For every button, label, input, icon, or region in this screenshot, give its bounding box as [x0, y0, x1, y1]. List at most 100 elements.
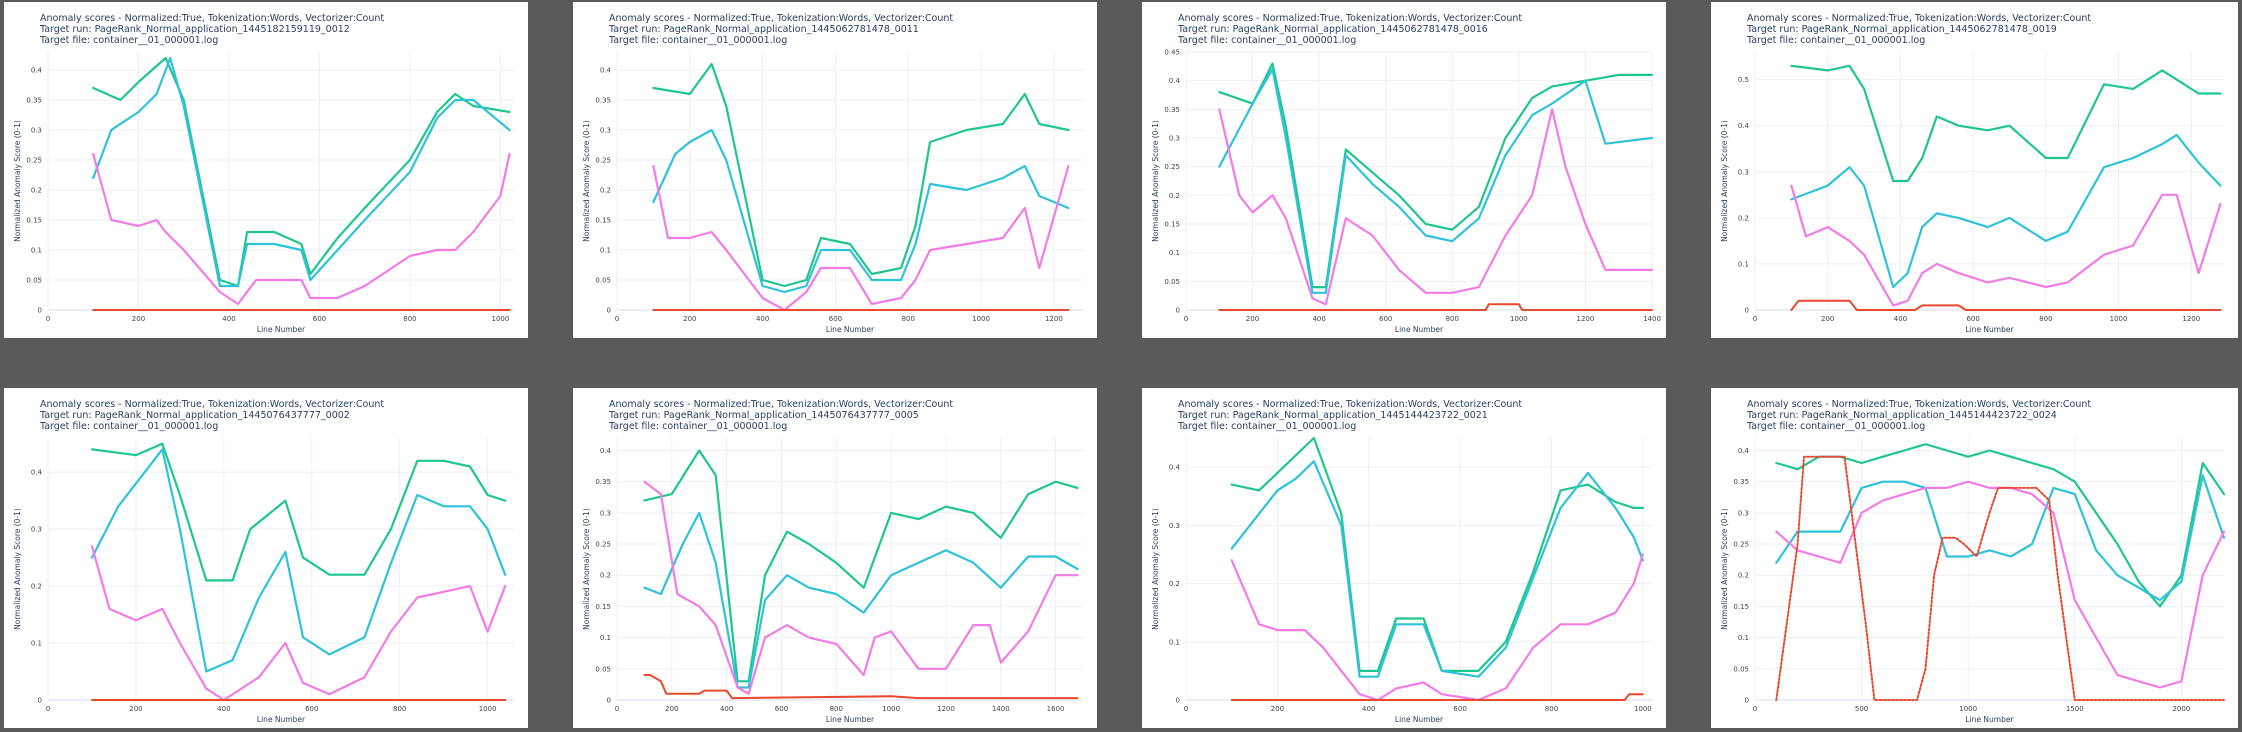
y-tick-label: 0.25 — [1733, 541, 1749, 549]
y-tick-label: 0.1 — [1169, 638, 1180, 646]
y-tick-label: 0.2 — [1738, 572, 1749, 580]
chart-subtitle: Target file: container__01_000001.log — [1177, 35, 1356, 46]
chart-subtitle: Target run: PageRank_Normal_application_… — [39, 410, 350, 421]
x-tick-label: 1000 — [1959, 705, 1977, 713]
y-tick-label: 0.35 — [26, 97, 42, 105]
series-line-cyan — [1218, 68, 1654, 294]
series-line-pink — [652, 164, 1070, 312]
x-tick-label: 400 — [222, 315, 235, 323]
x-tick-label: 1400 — [992, 705, 1010, 713]
chart-svg: Anomaly scores - Normalized:True, Tokeni… — [1720, 399, 2226, 724]
chart-svg: Anomaly scores - Normalized:True, Tokeni… — [582, 13, 1083, 334]
y-tick-label: 0 — [1176, 697, 1180, 705]
series-line-green — [1790, 64, 2222, 183]
y-tick-label: 0.2 — [1169, 192, 1180, 200]
x-tick-label: 600 — [305, 705, 318, 713]
x-tick-label: 800 — [830, 705, 843, 713]
y-tick-label: 0.1 — [1738, 634, 1749, 642]
y-tick-label: 0.5 — [1738, 76, 1749, 84]
y-tick-label: 0.25 — [595, 541, 611, 549]
y-tick-label: 0 — [38, 697, 42, 705]
series-line-red — [1775, 455, 2225, 701]
chart-subtitle: Target run: PageRank_Normal_application_… — [1177, 24, 1488, 35]
series-line-red — [1230, 693, 1644, 701]
x-tick-label: 0 — [46, 705, 50, 713]
chart-panel-5: Anomaly scores - Normalized:True, Tokeni… — [4, 388, 528, 728]
chart-title: Anomaly scores - Normalized:True, Tokeni… — [40, 13, 384, 24]
chart-svg: Anomaly scores - Normalized:True, Tokeni… — [1151, 399, 1652, 724]
chart-title: Anomaly scores - Normalized:True, Tokeni… — [1747, 13, 2091, 24]
x-tick-label: 1200 — [1577, 315, 1595, 323]
y-axis-label: Normalized Anomaly Score (0-1) — [582, 120, 591, 242]
y-tick-label: 0.4 — [600, 447, 612, 455]
chart-title: Anomaly scores - Normalized:True, Tokeni… — [609, 13, 953, 24]
y-tick-label: 0.05 — [595, 665, 611, 673]
x-axis-label: Line Number — [1965, 715, 2014, 724]
x-axis-label: Line Number — [1965, 325, 2014, 334]
chart-subtitle: Target file: container__01_000001.log — [39, 35, 218, 46]
chart-panel-6: Anomaly scores - Normalized:True, Tokeni… — [573, 388, 1097, 728]
chart-title: Anomaly scores - Normalized:True, Tokeni… — [40, 399, 384, 410]
y-tick-label: 0.1 — [31, 247, 42, 255]
x-tick-label: 0 — [1184, 315, 1188, 323]
x-tick-label: 0 — [46, 315, 50, 323]
chart-subtitle: Target file: container__01_000001.log — [1177, 421, 1356, 432]
y-tick-label: 0.2 — [1738, 214, 1749, 222]
chart-svg: Anomaly scores - Normalized:True, Tokeni… — [1720, 13, 2224, 334]
y-tick-label: 0.35 — [595, 97, 611, 105]
y-tick-label: 0.15 — [595, 217, 611, 225]
series-line-cyan — [652, 128, 1070, 294]
chart-title: Anomaly scores - Normalized:True, Tokeni… — [1747, 399, 2091, 410]
x-tick-label: 1000 — [972, 315, 990, 323]
x-tick-label: 400 — [217, 705, 230, 713]
y-tick-label: 0.3 — [1738, 168, 1749, 176]
y-tick-label: 0.25 — [1164, 163, 1180, 171]
y-tick-label: 0.4 — [1738, 122, 1750, 130]
y-tick-label: 0.35 — [1164, 106, 1180, 114]
x-tick-label: 1000 — [882, 705, 900, 713]
series-line-green — [1218, 62, 1654, 289]
chart-panel-4: Anomaly scores - Normalized:True, Tokeni… — [1711, 2, 2238, 338]
chart-subtitle: Target file: container__01_000001.log — [1746, 421, 1925, 432]
x-tick-label: 800 — [902, 315, 915, 323]
x-axis-label: Line Number — [826, 715, 875, 724]
y-tick-label: 0.35 — [595, 478, 611, 486]
x-tick-label: 1000 — [1634, 705, 1652, 713]
y-tick-label: 0.3 — [600, 509, 611, 517]
x-tick-label: 1000 — [479, 705, 497, 713]
series-line-cyan — [1230, 460, 1644, 678]
x-tick-label: 1200 — [2182, 315, 2200, 323]
series-line-green — [1230, 436, 1644, 672]
x-axis-label: Line Number — [257, 715, 306, 724]
x-tick-label: 400 — [1362, 705, 1375, 713]
y-tick-label: 0.25 — [595, 157, 611, 165]
x-tick-label: 1200 — [1045, 315, 1063, 323]
series-line-pink — [1218, 108, 1654, 306]
x-tick-label: 1000 — [2110, 315, 2128, 323]
series-line-cyan — [90, 448, 507, 673]
series-line-red — [643, 674, 1079, 700]
chart-title: Anomaly scores - Normalized:True, Tokeni… — [1178, 13, 1522, 24]
chart-panel-3: Anomaly scores - Normalized:True, Tokeni… — [1142, 2, 1666, 338]
series-line-green — [652, 62, 1070, 288]
chart-subtitle: Target run: PageRank_Normal_application_… — [608, 410, 919, 421]
chart-svg: Anomaly scores - Normalized:True, Tokeni… — [582, 399, 1083, 724]
series-line-cyan — [92, 56, 511, 288]
x-tick-label: 0 — [1184, 705, 1188, 713]
chart-subtitle: Target run: PageRank_Normal_application_… — [608, 24, 919, 35]
series-line-cyan — [643, 511, 1079, 689]
x-tick-label: 200 — [683, 315, 696, 323]
series-line-pink — [643, 480, 1079, 695]
y-axis-label: Normalized Anomaly Score (0-1) — [582, 508, 591, 630]
x-tick-label: 600 — [1966, 315, 1979, 323]
y-tick-label: 0.3 — [600, 127, 611, 135]
y-tick-label: 0.05 — [1733, 665, 1749, 673]
chart-panel-2: Anomaly scores - Normalized:True, Tokeni… — [573, 2, 1097, 338]
x-tick-label: 600 — [829, 315, 842, 323]
x-axis-label: Line Number — [826, 325, 875, 334]
y-tick-label: 0.1 — [1738, 260, 1749, 268]
y-tick-label: 0.15 — [26, 217, 42, 225]
y-tick-label: 0.05 — [26, 277, 42, 285]
x-tick-label: 500 — [1855, 705, 1868, 713]
x-tick-label: 1600 — [1047, 705, 1065, 713]
